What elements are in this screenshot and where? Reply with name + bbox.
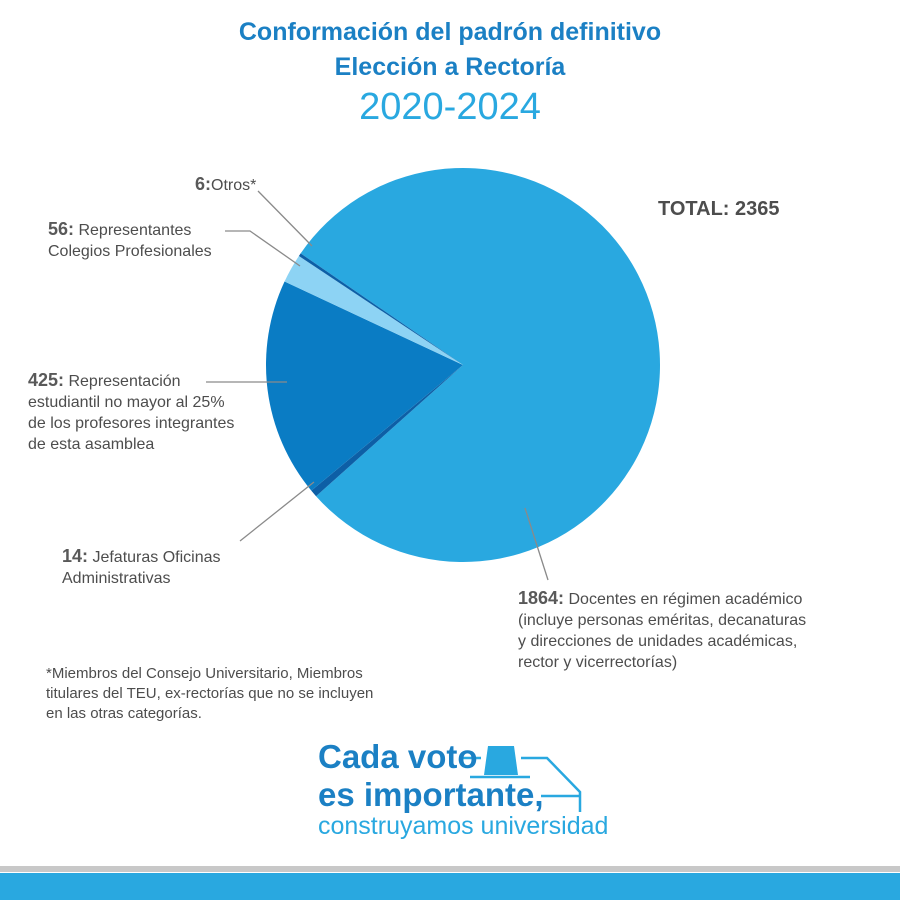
slogan-line1: Cada voto xyxy=(318,738,478,775)
label-estudiantil-line2: estudiantil no mayor al 25% xyxy=(28,394,225,411)
leader-line-colegios xyxy=(225,230,301,267)
label-estudiantil: 425: Representación estudiantil no mayor… xyxy=(28,370,234,455)
label-colegios-line1: Representantes xyxy=(74,222,192,239)
label-docentes-line1: Docentes en régimen académico xyxy=(564,591,803,608)
footer-blue-strip xyxy=(0,873,900,900)
footer-grey-strip xyxy=(0,866,900,872)
leader-line-docentes xyxy=(524,507,549,581)
label-jefaturas-value: 14: xyxy=(62,546,89,566)
label-colegios-value: 56: xyxy=(48,219,75,239)
label-jefaturas-line1: Jefaturas Oficinas xyxy=(88,549,221,566)
label-docentes-value: 1864: xyxy=(518,588,565,608)
label-estudiantil-line4: de esta asamblea xyxy=(28,436,155,453)
footnote-line3: en las otras categorías. xyxy=(46,705,202,722)
footnote-line2: titulares del TEU, ex-rectorías que no s… xyxy=(46,685,374,702)
chart-title-line1: Conformación del padrón definitivo xyxy=(238,18,662,46)
label-docentes-line4: rector y vicerrectorías) xyxy=(518,654,678,671)
label-jefaturas: 14: Jefaturas Oficinas Administrativas xyxy=(62,546,221,589)
pie-slice-jefaturas xyxy=(311,365,463,497)
label-otros-text: Otros* xyxy=(211,177,257,194)
pie-slice-docentes xyxy=(300,168,661,563)
slogan-line3: construyamos universidad xyxy=(318,812,609,840)
label-estudiantil-value: 425: xyxy=(28,370,65,390)
ballot-box-icon xyxy=(460,746,582,812)
label-otros: 6:Otros* xyxy=(195,174,256,196)
label-docentes: 1864: Docentes en régimen académico (inc… xyxy=(518,588,806,673)
label-estudiantil-line3: de los profesores integrantes xyxy=(28,415,235,432)
leader-line-otros xyxy=(257,190,313,247)
chart-period: 2020-2024 xyxy=(359,86,541,128)
pie-slice-estudiantil xyxy=(266,281,463,491)
pie-slice-otros xyxy=(298,253,463,365)
pie-slice-colegios xyxy=(284,256,463,365)
leader-line-jefaturas xyxy=(239,481,315,542)
label-estudiantil-line1: Representación xyxy=(64,373,181,390)
label-otros-value: 6: xyxy=(195,174,212,194)
label-colegios-line2: Colegios Profesionales xyxy=(48,243,212,260)
label-colegios: 56: Representantes Colegios Profesionale… xyxy=(48,219,212,262)
label-jefaturas-line2: Administrativas xyxy=(62,570,171,587)
total-label: TOTAL: 2365 xyxy=(658,198,780,220)
label-docentes-line3: y direcciones de unidades académicas, xyxy=(518,633,798,650)
slogan-line2: es importante, xyxy=(318,776,544,813)
footnote: *Miembros del Consejo Universitario, Mie… xyxy=(46,664,426,724)
label-docentes-line2: (incluye personas eméritas, decanaturas xyxy=(518,612,807,629)
chart-title-line2: Elección a Rectoría xyxy=(334,53,566,81)
footnote-line1: *Miembros del Consejo Universitario, Mie… xyxy=(46,665,363,682)
